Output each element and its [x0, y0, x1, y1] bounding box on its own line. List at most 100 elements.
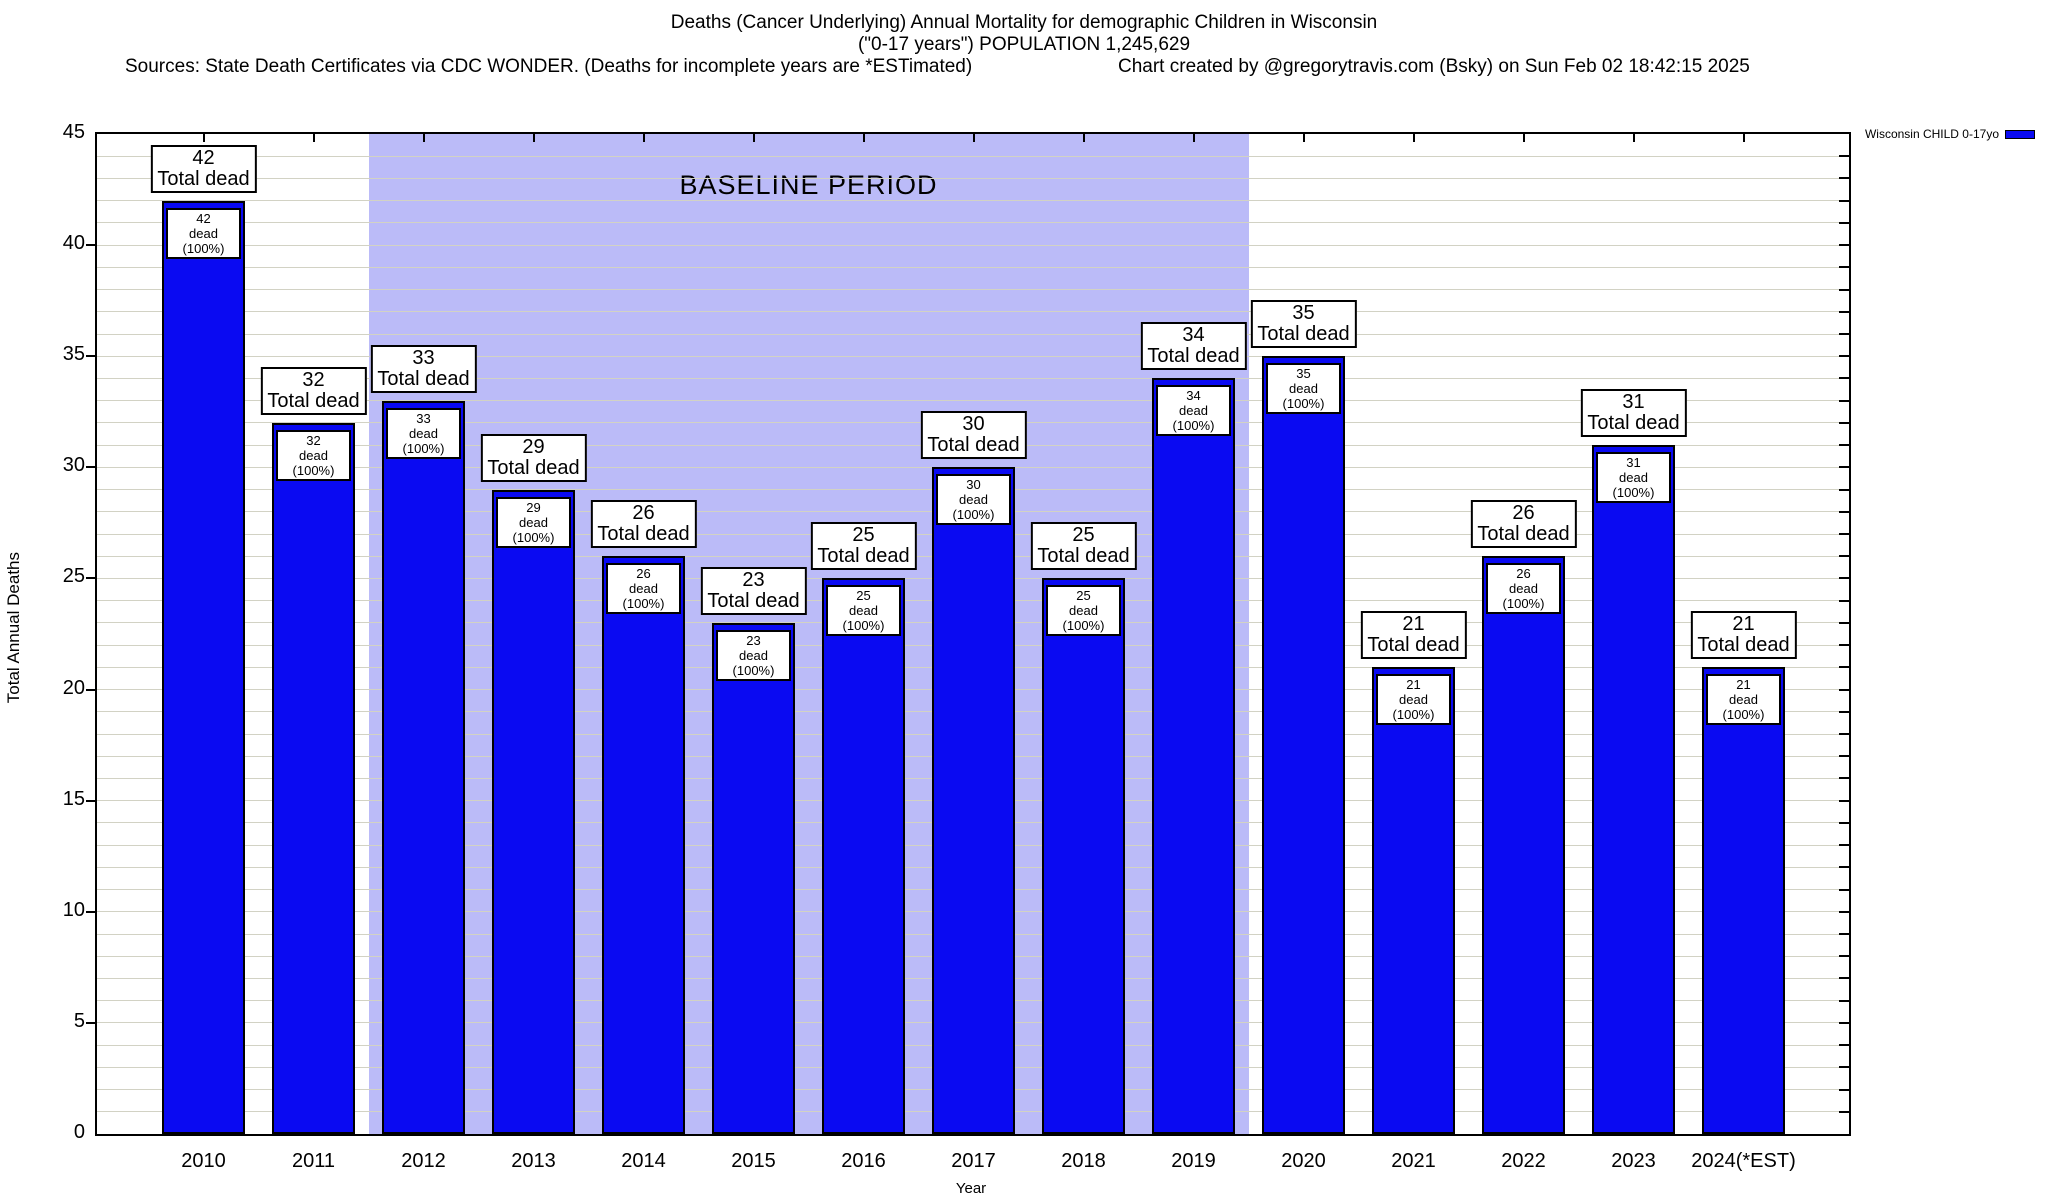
y-axis-tick-right — [1839, 666, 1849, 669]
bar-inner-label: 26 dead (100%) — [1486, 563, 1561, 615]
bar-inner-label: 29 dead (100%) — [496, 496, 571, 548]
bar-inner-label: 30 dead (100%) — [936, 474, 1011, 526]
bar-total-suffix: Total dead — [817, 545, 910, 568]
bar-total-value: 25 — [852, 524, 875, 547]
x-axis-tick-top — [862, 134, 865, 142]
bar-total-value: 23 — [742, 568, 765, 591]
bar-inner-value: 42 — [196, 210, 211, 226]
y-axis-tick-right — [1839, 288, 1849, 291]
y-axis-tick-right — [1839, 488, 1849, 491]
y-axis-tick-right — [1839, 555, 1849, 558]
bar-total-label: 30 Total dead — [920, 411, 1027, 460]
x-tick-label: 2012 — [401, 1150, 446, 1172]
bar-total-suffix: Total dead — [267, 389, 360, 412]
bar-total-value: 30 — [962, 413, 985, 436]
bar-inner-value: 32 — [306, 432, 321, 448]
bar-total-label: 23 Total dead — [700, 566, 807, 615]
y-axis-tick-right — [1839, 999, 1849, 1002]
y-axis-tick-right — [1839, 244, 1849, 247]
bar-2011: 32 dead (100%) — [272, 422, 355, 1134]
x-axis-tick-top — [532, 134, 535, 142]
y-tick-label: 30 — [62, 454, 85, 477]
bar-inner-label: 31 dead (100%) — [1596, 452, 1671, 504]
y-tick-label: 5 — [73, 1009, 85, 1032]
y-axis-tick-left — [86, 1021, 95, 1024]
y-axis-tick-right — [1839, 466, 1849, 469]
bar-total-value: 21 — [1402, 613, 1425, 636]
x-tick-label: 2013 — [511, 1150, 556, 1172]
y-axis-tick-right — [1839, 644, 1849, 647]
y-axis-tick-right — [1839, 955, 1849, 958]
x-axis-tick-top — [312, 134, 315, 142]
y-axis-tick-right — [1839, 577, 1849, 580]
x-axis-tick-top — [1302, 134, 1305, 142]
x-tick-label: 2019 — [1171, 1150, 1216, 1172]
x-tick-label: 2022 — [1501, 1150, 1546, 1172]
grid-line — [97, 155, 1849, 157]
bar-total-label: 35 Total dead — [1250, 300, 1357, 349]
bar-2014: 26 dead (100%) — [602, 556, 685, 1134]
bar-inner-label: 34 dead (100%) — [1156, 385, 1231, 437]
bar-total-suffix: Total dead — [1257, 323, 1350, 346]
y-axis-tick-right — [1839, 755, 1849, 758]
x-tick-label: 2017 — [951, 1150, 996, 1172]
bar-2023: 31 dead (100%) — [1592, 445, 1675, 1134]
y-axis-tick-right — [1839, 933, 1849, 935]
y-axis-tick-right — [1839, 844, 1849, 847]
bar-total-label: 21 Total dead — [1690, 611, 1797, 660]
y-tick-label: 35 — [62, 343, 85, 366]
bar-total-label: 42 Total dead — [150, 144, 257, 193]
y-axis-tick-right — [1839, 399, 1849, 402]
bar-total-suffix: Total dead — [1697, 634, 1790, 657]
grid-line — [97, 333, 1849, 335]
x-tick-label: 2024(*EST) — [1691, 1150, 1796, 1172]
x-tick-label: 2014 — [621, 1150, 666, 1172]
bar-total-value: 32 — [302, 368, 325, 391]
y-tick-label: 10 — [62, 898, 85, 921]
bar-inner-value: 21 — [1736, 677, 1751, 693]
bar-total-label: 34 Total dead — [1140, 322, 1247, 371]
x-tick-label: 2011 — [291, 1150, 336, 1172]
bar-inner-label: 25 dead (100%) — [1046, 585, 1121, 637]
bar-inner-value: 30 — [966, 477, 981, 493]
bar-2013: 29 dead (100%) — [492, 489, 575, 1134]
bar-inner-label: 23 dead (100%) — [716, 629, 791, 681]
bar-2010: 42 dead (100%) — [162, 200, 245, 1134]
bar-total-label: 32 Total dead — [260, 366, 367, 415]
bar-inner-suffix: dead (100%) — [1062, 603, 1105, 634]
y-axis-tick-right — [1839, 377, 1849, 380]
y-axis-tick-left — [86, 355, 95, 358]
bar-total-suffix: Total dead — [1037, 545, 1130, 568]
bar-inner-value: 31 — [1626, 455, 1641, 471]
legend: Wisconsin CHILD 0-17yo — [1865, 127, 2035, 141]
bar-total-suffix: Total dead — [927, 434, 1020, 457]
y-axis-tick-right — [1839, 355, 1849, 358]
bar-inner-suffix: dead (100%) — [1392, 692, 1435, 723]
bar-inner-label: 21 dead (100%) — [1376, 674, 1451, 726]
grid-line — [97, 244, 1849, 246]
bar-total-suffix: Total dead — [1367, 634, 1460, 657]
bar-total-label: 26 Total dead — [1470, 500, 1577, 549]
x-axis-title: Year — [955, 1180, 987, 1197]
grid-line — [97, 222, 1849, 224]
y-axis-tick-right — [1839, 333, 1849, 335]
bar-inner-label: 35 dead (100%) — [1266, 363, 1341, 415]
y-axis-tick-right — [1839, 799, 1849, 802]
y-axis-tick-left — [86, 910, 95, 913]
bar-inner-suffix: dead (100%) — [512, 514, 555, 545]
bar-inner-label: 26 dead (100%) — [606, 563, 681, 615]
bar-total-suffix: Total dead — [377, 367, 470, 390]
plot-inner: BASELINE PERIOD 42 dead (100%) 42 Total dead… — [86, 134, 1849, 1134]
bar-total-value: 21 — [1732, 613, 1755, 636]
bar-inner-suffix: dead (100%) — [1172, 403, 1215, 434]
x-axis-tick-top — [1632, 134, 1635, 142]
y-axis-tick-right — [1839, 710, 1849, 713]
x-tick-label: 2023 — [1611, 1150, 1656, 1172]
bar-2012: 33 dead (100%) — [382, 400, 465, 1134]
bar-inner-value: 35 — [1296, 366, 1311, 382]
bar-total-label: 31 Total dead — [1580, 389, 1687, 438]
bar-total-label: 21 Total dead — [1360, 611, 1467, 660]
y-axis-tick-left — [86, 466, 95, 469]
y-axis-tick-right — [1839, 977, 1849, 980]
bar-2015: 23 dead (100%) — [712, 622, 795, 1134]
